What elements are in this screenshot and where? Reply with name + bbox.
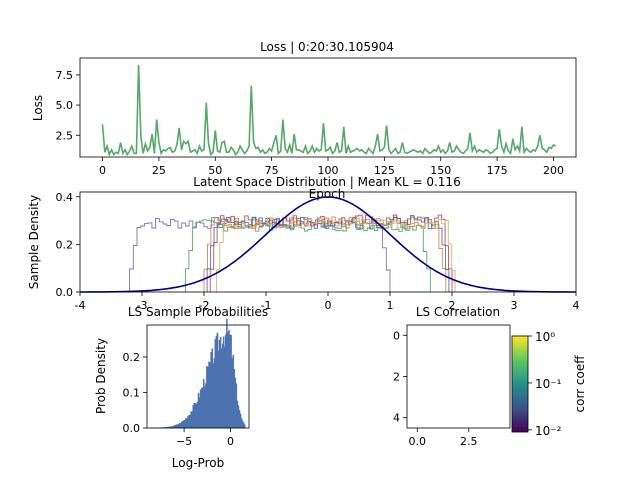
loss-ylabel: Loss <box>31 95 45 121</box>
loss-frame <box>79 57 577 158</box>
loss-xtick-label: 50 <box>208 164 222 177</box>
loss-xtick-label: 150 <box>430 164 451 177</box>
latent-histogram-5 <box>215 217 456 292</box>
latent-xtick-label: 2 <box>449 299 456 312</box>
logprob-histogram <box>150 318 246 429</box>
logprob-ytick-label: 0.1 <box>123 386 141 399</box>
correlation-title: LS Correlation <box>416 305 500 319</box>
correlation-panel: 0.0 2.5 0 2 4 LS Correlation 10⁰ 10⁻¹ 10⁻² cor… <box>393 305 587 448</box>
logprob-xtick-label: 0 <box>227 435 234 448</box>
correlation-ytick-label: 4 <box>393 412 400 425</box>
normal-reference-curve <box>80 196 576 293</box>
loss-xtick-label: 125 <box>374 164 395 177</box>
loss-series <box>101 65 557 157</box>
latent-histogram-4 <box>206 216 450 292</box>
latent-histogram-1 <box>184 219 431 292</box>
correlation-ytick-label: 2 <box>393 371 400 384</box>
logprob-ylabel: Prob Density <box>94 338 108 414</box>
latent-ticks: -4 -3 -2 -1 0 1 2 3 4 0.0 0.2 0.4 <box>56 191 580 312</box>
loss-title: Loss | 0:20:30.105904 <box>260 40 394 54</box>
loss-xtick-label: 200 <box>543 164 564 177</box>
correlation-xtick-label: 2.5 <box>460 435 478 448</box>
colorbar-ticks: 10⁰ 10⁻¹ 10⁻² <box>528 330 562 438</box>
correlation-frame <box>406 324 511 429</box>
latent-xtick-label: 3 <box>511 299 518 312</box>
logprob-title: LS Sample Probabilities <box>128 305 268 319</box>
latent-histograms <box>129 214 456 292</box>
loss-xtick-label: 25 <box>152 164 166 177</box>
logprob-xtick-label: −5 <box>176 435 192 448</box>
loss-line <box>101 65 557 157</box>
logprob-panel: −5 0 0.0 0.1 0.2 LS Sample Probabilities Log… <box>94 305 268 470</box>
logprob-ticks: −5 0 0.0 0.1 0.2 <box>123 351 234 448</box>
loss-ytick-label: 5.0 <box>56 99 74 112</box>
loss-xtick-label: 0 <box>99 164 106 177</box>
correlation-ytick-label: 0 <box>393 329 400 342</box>
latent-xtick-label: 0 <box>325 299 332 312</box>
latent-xtick-label: 1 <box>387 299 394 312</box>
loss-ytick-label: 7.5 <box>56 69 74 82</box>
colorbar-tick-label: 10⁻² <box>535 424 562 438</box>
colorbar <box>511 335 529 433</box>
latent-panel: -4 -3 -2 -1 0 1 2 3 4 0.0 0.2 0.4 Latent Space Dist… <box>27 175 580 312</box>
loss-xtick-label: 175 <box>487 164 508 177</box>
latent-xtick-label: 4 <box>573 299 580 312</box>
loss-xtick-label: 100 <box>318 164 339 177</box>
latent-frame <box>79 191 577 293</box>
logprob-bars <box>150 318 246 429</box>
latent-histogram-3 <box>209 214 453 292</box>
latent-xtick-label: -2 <box>199 299 210 312</box>
logprob-frame <box>146 324 250 429</box>
correlation-xtick-label: 0.0 <box>409 435 427 448</box>
loss-ticks: 0 25 50 75 100 125 150 175 200 2.5 5.0 7.5 <box>56 69 564 177</box>
logprob-ytick-label: 0.2 <box>123 351 141 364</box>
loss-ytick-label: 2.5 <box>56 129 74 142</box>
latent-title: Latent Space Distribution | Mean KL = 0.… <box>193 175 460 189</box>
latent-ytick-label: 0.4 <box>56 191 74 204</box>
colorbar-label: corr coeff <box>573 355 587 413</box>
logprob-ytick-label: 0.0 <box>123 422 141 435</box>
loss-xtick-label: 75 <box>265 164 279 177</box>
latent-ytick-label: 0.0 <box>56 286 74 299</box>
loss-panel: Loss | 0:20:30.105904 0 25 50 75 100 125 150 17… <box>31 40 577 201</box>
latent-histogram-0 <box>129 216 391 292</box>
latent-xtick-label: -1 <box>261 299 272 312</box>
colorbar-tick-label: 10⁻¹ <box>535 377 562 391</box>
latent-ytick-label: 0.2 <box>56 238 74 251</box>
latent-ylabel: Sample Density <box>27 195 41 289</box>
colorbar-tick-label: 10⁰ <box>535 330 555 344</box>
latent-xtick-label: -4 <box>75 299 86 312</box>
logprob-xlabel: Log-Prob <box>172 456 224 470</box>
latent-xtick-label: -3 <box>137 299 148 312</box>
correlation-ticks: 0.0 2.5 0 2 4 <box>393 329 478 448</box>
